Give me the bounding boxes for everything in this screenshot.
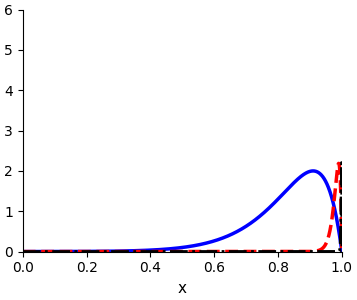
X-axis label: x: x [178,281,187,296]
